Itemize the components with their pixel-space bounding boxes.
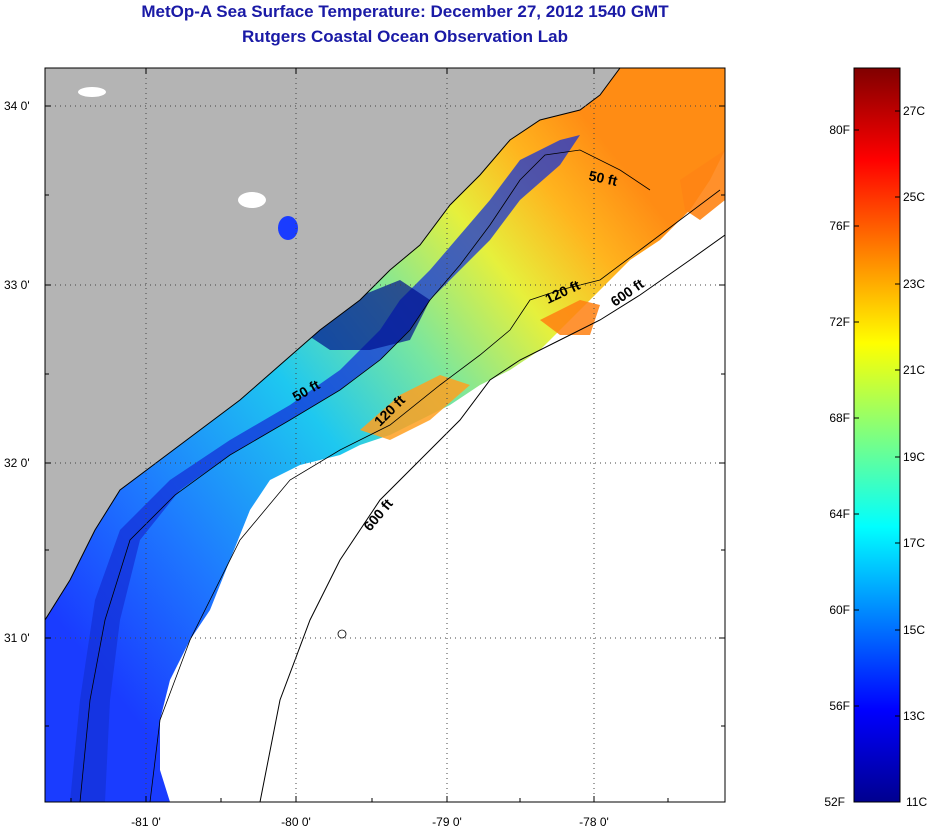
isobath-600ft bbox=[259, 234, 725, 802]
colorbar-label-f: 72F bbox=[829, 315, 850, 329]
map-subtitle: Rutgers Coastal Ocean Observation Lab bbox=[242, 27, 568, 46]
sst-warm-patch bbox=[360, 375, 470, 440]
sst-warm-patch-2 bbox=[540, 300, 600, 335]
seamount-contour bbox=[337, 629, 347, 639]
colorbar-label-f: 76F bbox=[829, 219, 850, 233]
colorbar-label-c: 23C bbox=[903, 277, 925, 291]
lon-label-81: -81 0' bbox=[131, 815, 161, 829]
colorbar-label-c: 27C bbox=[903, 104, 925, 118]
colorbar-label-c: 19C bbox=[903, 450, 925, 464]
colorbar-label-c: 15C bbox=[903, 623, 925, 637]
colorbar-label-c: 25C bbox=[903, 190, 925, 204]
lon-label-78: -78 0' bbox=[579, 815, 609, 829]
colorbar-label-f: 64F bbox=[829, 507, 850, 521]
map-frame bbox=[44, 67, 726, 803]
sst-dark-patch bbox=[300, 280, 430, 350]
land bbox=[45, 68, 620, 620]
lat-label-32: 32 0' bbox=[4, 456, 30, 470]
colorbar-label-f: 80F bbox=[829, 123, 850, 137]
map-title: MetOp-A Sea Surface Temperature: Decembe… bbox=[141, 2, 669, 21]
axis-ticks bbox=[45, 68, 725, 802]
coastline bbox=[45, 68, 621, 621]
lon-label-79: -79 0' bbox=[432, 815, 462, 829]
sst-warm-patch-3 bbox=[680, 150, 725, 220]
inland-lake bbox=[278, 216, 298, 240]
contour-label-50ft-north: 50 ft bbox=[587, 167, 619, 189]
isobath-120ft bbox=[149, 189, 721, 802]
graticule bbox=[45, 68, 725, 802]
colorbar-label-c: 11C bbox=[906, 795, 927, 809]
lon-label-80: -80 0' bbox=[281, 815, 311, 829]
colorbar-label-c: 17C bbox=[903, 536, 925, 550]
lat-label-31: 31 0' bbox=[4, 631, 30, 645]
lat-label-33: 33 0' bbox=[4, 278, 30, 292]
map-area: 50 ft 50 ft 120 ft 120 ft 600 ft 600 ft bbox=[45, 68, 725, 802]
colorbar-gradient bbox=[853, 67, 901, 803]
isobath-50ft bbox=[79, 149, 651, 802]
lat-label-34: 34 0' bbox=[4, 99, 30, 113]
inland-cloud bbox=[238, 192, 266, 208]
colorbar-label-f: 56F bbox=[829, 699, 850, 713]
inland-cloud bbox=[78, 87, 106, 97]
colorbar-label-f: 68F bbox=[829, 411, 850, 425]
colorbar-label-c: 13C bbox=[903, 709, 925, 723]
colorbar-label-f: 60F bbox=[829, 603, 850, 617]
colorbar: 80F 76F 72F 68F 64F 60F 56F 52F 27C 25C … bbox=[824, 67, 927, 809]
colorbar-label-c: 21C bbox=[903, 363, 925, 377]
colorbar-label-f: 52F bbox=[824, 795, 845, 809]
